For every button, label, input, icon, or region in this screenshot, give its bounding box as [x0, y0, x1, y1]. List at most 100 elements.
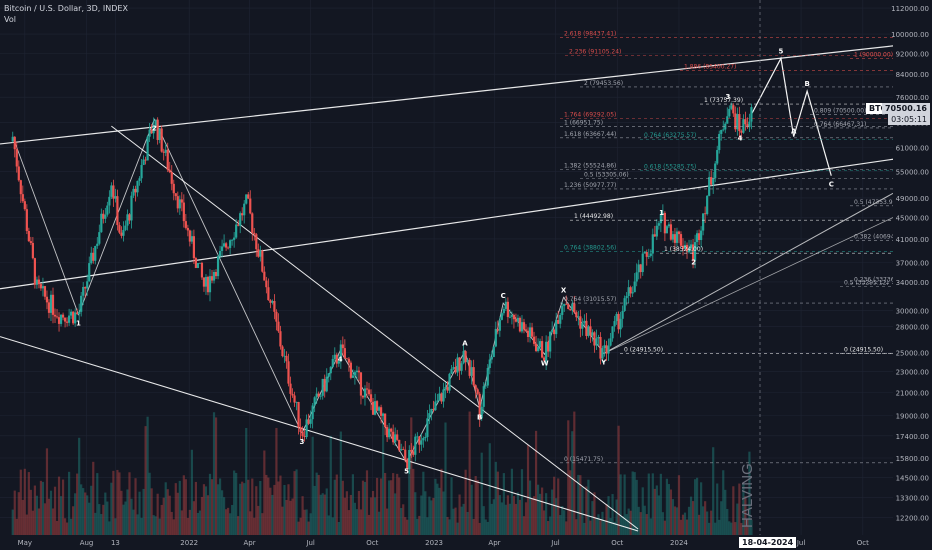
candle-body: [541, 341, 544, 358]
volume-bar: [645, 514, 648, 535]
wave-label: 5: [404, 467, 409, 475]
fib-level-label: 0.5 (33295.12): [844, 280, 889, 287]
volume-bar: [412, 468, 415, 535]
wave-label: A: [791, 128, 797, 136]
volume-bar: [394, 493, 397, 535]
candle-body: [255, 234, 258, 250]
candle-body: [273, 300, 276, 312]
volume-bar: [659, 473, 662, 535]
time-tick-label: Oct: [857, 539, 869, 547]
volume-bar: [335, 474, 338, 535]
price-tick-label: 21000.00: [896, 390, 929, 398]
candle-body: [492, 346, 495, 357]
candle-body: [484, 385, 487, 387]
candle-body: [229, 240, 232, 248]
volume-bar: [512, 496, 516, 535]
volume-indicator-label[interactable]: Vol: [4, 15, 16, 24]
candle-body: [506, 301, 509, 318]
candle-body: [534, 343, 538, 352]
candle-body: [555, 319, 558, 335]
volume-bar: [164, 482, 167, 535]
candle-body: [418, 436, 421, 445]
candle-body: [599, 336, 602, 359]
time-axis[interactable]: May Aug 13 2022 Apr Jul Oct 2023 Apr Jul Oct 2024 Ju…: [0, 535, 932, 550]
volume-bar: [601, 511, 604, 535]
candle-body: [706, 195, 709, 215]
candle-body: [518, 317, 522, 332]
volume-bar: [617, 425, 620, 535]
volume-bar: [194, 481, 198, 535]
volume-bar: [162, 497, 165, 535]
volume-bar: [78, 437, 81, 535]
candle-body: [13, 136, 16, 150]
volume-bar: [373, 497, 377, 535]
candle-body: [138, 178, 141, 181]
candle-body: [667, 224, 671, 227]
volume-bar: [126, 489, 129, 535]
volume-bar: [518, 499, 522, 535]
candle-body: [130, 195, 133, 221]
volume-bar: [249, 511, 252, 535]
candle-body: [641, 253, 644, 273]
candle-body: [510, 314, 514, 317]
candle-body: [561, 306, 564, 315]
candle-body: [633, 281, 636, 293]
candle-body: [323, 378, 326, 392]
candle-body: [693, 242, 697, 261]
candle-body: [295, 401, 298, 403]
candle-body: [428, 413, 431, 419]
candle-body: [363, 388, 367, 398]
candle-body: [331, 358, 334, 368]
candle-body: [728, 108, 731, 117]
volume-bar: [321, 493, 324, 535]
volume-bar: [613, 521, 616, 535]
wave-label: 4: [738, 135, 743, 143]
candle-body: [681, 245, 685, 249]
volume-bar: [227, 507, 230, 535]
candle-body: [27, 230, 30, 242]
volume-bar: [68, 471, 71, 535]
volume-bar: [291, 498, 294, 535]
candle-body: [220, 246, 224, 251]
falling-wedge-line: [111, 125, 639, 530]
candle-body: [617, 313, 620, 330]
candle-body: [291, 393, 294, 396]
candle-body: [35, 279, 39, 285]
candle-body: [575, 312, 578, 318]
candle-body: [343, 348, 346, 359]
candle-body: [371, 401, 375, 415]
candle-body: [180, 199, 183, 203]
candle-body: [88, 263, 91, 282]
volume-bar: [633, 472, 636, 535]
volume-bar: [667, 484, 671, 535]
candle-body: [381, 413, 385, 416]
volume-bar: [625, 514, 628, 535]
volume-bar: [275, 427, 278, 535]
candle-body: [685, 244, 689, 253]
candle-body: [202, 277, 206, 287]
candle-body: [710, 177, 713, 185]
volume-bar: [534, 430, 538, 535]
candle-body: [82, 287, 85, 296]
volume-bar: [29, 489, 32, 535]
price-tick-label: 41000.00: [896, 236, 929, 244]
price-axis[interactable]: 11000.0012200.0013300.0014500.0015800.00…: [891, 0, 932, 546]
candle-body: [490, 356, 493, 360]
volume-bar: [569, 470, 572, 535]
volume-bar: [86, 495, 89, 535]
symbol-title[interactable]: Bitcoin / U.S. Dollar, 3D, INDEX: [4, 4, 128, 13]
candle-body: [631, 292, 634, 294]
countdown-tag: 03:05:11: [888, 114, 930, 125]
candle-body: [416, 436, 419, 438]
candle-body: [166, 149, 169, 170]
candle-body: [404, 449, 407, 460]
volume-bar: [498, 495, 501, 535]
candle-body: [516, 317, 520, 322]
volume-bar: [706, 511, 709, 535]
volume-bar: [150, 488, 153, 535]
volume-bar: [212, 412, 216, 535]
volume-bar: [486, 521, 489, 535]
candle-body: [297, 401, 300, 428]
